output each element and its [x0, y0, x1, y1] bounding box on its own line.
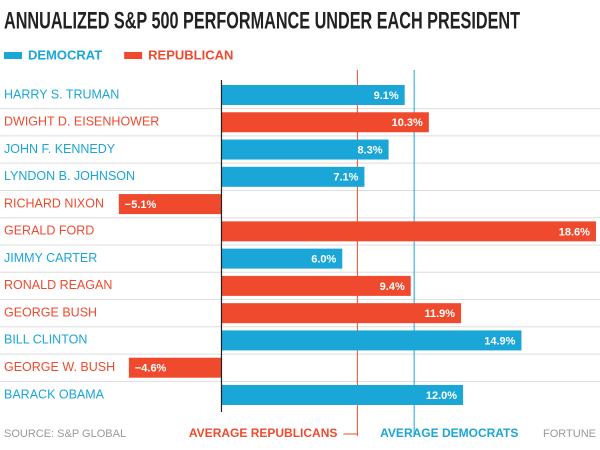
credit: FORTUNE — [543, 428, 596, 440]
bar — [221, 221, 596, 242]
value-label: 18.6% — [559, 226, 590, 238]
category-label: BARACK OBAMA — [4, 387, 105, 401]
value-label: 9.4% — [380, 281, 405, 293]
value-label: 9.1% — [374, 90, 399, 102]
legend-label: REPUBLICAN — [148, 47, 233, 62]
category-label: LYNDON B. JOHNSON — [4, 169, 135, 183]
value-label: 12.0% — [426, 390, 457, 402]
value-label: 6.0% — [311, 254, 336, 266]
category-label: DWIGHT D. EISENHOWER — [4, 115, 159, 129]
category-label: GEORGE BUSH — [4, 305, 97, 319]
bar — [221, 139, 389, 160]
bar — [221, 166, 365, 187]
category-label: JIMMY CARTER — [4, 251, 97, 265]
value-label: 8.3% — [358, 144, 383, 156]
bar — [221, 275, 411, 296]
legend-swatch — [124, 52, 143, 59]
value-label: −4.6% — [135, 363, 167, 375]
bar — [221, 112, 429, 133]
value-label: 11.9% — [424, 308, 455, 320]
bar — [221, 248, 343, 269]
value-label: 10.3% — [392, 117, 423, 129]
bar — [221, 303, 462, 324]
category-label: JOHN F. KENNEDY — [4, 142, 116, 156]
category-label: BILL CLINTON — [4, 333, 87, 347]
source: SOURCE: S&P GLOBAL — [4, 428, 126, 440]
average-label: AVERAGE DEMOCRATS — [380, 426, 518, 440]
category-label: GEORGE W. BUSH — [4, 360, 115, 374]
chart-title: ANNUALIZED S&P 500 PERFORMANCE UNDER EAC… — [4, 7, 520, 34]
legend-swatch — [4, 52, 22, 59]
legend-label: DEMOCRAT — [28, 47, 102, 62]
value-label: 7.1% — [333, 172, 358, 184]
value-label: −5.1% — [125, 199, 157, 211]
bar — [221, 384, 464, 405]
category-label: GERALD FORD — [4, 224, 94, 238]
bar — [221, 330, 522, 351]
bar — [118, 194, 222, 215]
category-label: HARRY S. TRUMAN — [4, 87, 119, 101]
category-label: RONALD REAGAN — [4, 278, 112, 292]
category-label: RICHARD NIXON — [4, 196, 104, 210]
bar — [221, 85, 405, 105]
average-label: AVERAGE REPUBLICANS — [189, 426, 337, 440]
value-label: 14.9% — [484, 335, 515, 347]
bar — [128, 357, 222, 378]
